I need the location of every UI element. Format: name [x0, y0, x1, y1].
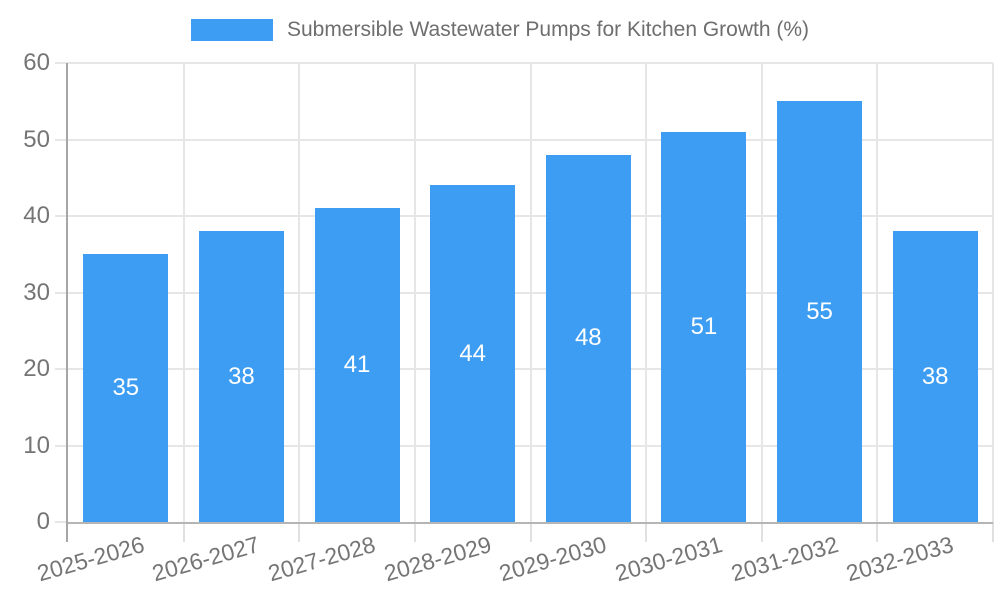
bar-value-label: 55	[806, 297, 833, 325]
v-gridline-1	[182, 63, 185, 522]
bar-value-label: 41	[343, 351, 371, 379]
y-tick-label-0: 0	[36, 508, 50, 535]
y-tick-label-60: 60	[23, 49, 50, 76]
y-tick-label-50: 50	[23, 125, 50, 153]
v-gridline-7	[876, 63, 879, 522]
bar-2025-2026[interactable]: 35	[83, 254, 169, 522]
x-tick-label-2030-2031: 2030-2031	[612, 531, 726, 587]
x-tick-label-2025-2026: 2025-2026	[34, 531, 147, 587]
y-axis-line	[66, 63, 68, 542]
y-tick-mark-10	[55, 444, 68, 447]
x-tick-mark-7	[876, 522, 879, 542]
v-gridline-8	[992, 63, 994, 522]
x-tick-mark-5	[645, 522, 648, 542]
bar-value-label: 38	[228, 362, 255, 390]
plot-area: 35 38 41 44 48 51 55 38	[55, 62, 994, 542]
bar-value-label: 51	[690, 312, 718, 340]
x-tick-label-2031-2032: 2031-2032	[727, 531, 841, 587]
x-tick-mark-1	[182, 522, 185, 542]
bar-2029-2030[interactable]: 48	[545, 154, 631, 522]
x-tick-label-2026-2027: 2026-2027	[149, 531, 263, 587]
chart-title: Submersible Wastewater Pumps for Kitchen…	[286, 18, 810, 41]
x-tick-label-2027-2028: 2027-2028	[265, 531, 379, 587]
y-tick-mark-40	[55, 215, 68, 217]
v-gridline-6	[760, 63, 763, 522]
y-tick-label-30: 30	[23, 278, 50, 306]
y-tick-label-40: 40	[23, 202, 50, 229]
bar-value-label: 48	[574, 324, 602, 352]
v-gridline-4	[529, 63, 532, 522]
chart-legend: Submersible Wastewater Pumps for Kitchen…	[0, 16, 1000, 44]
v-gridline-5	[645, 63, 648, 522]
x-tick-mark-4	[529, 522, 532, 542]
x-tick-label-2029-2030: 2029-2030	[496, 531, 610, 587]
x-tick-label-2032-2033: 2032-2033	[843, 531, 957, 587]
x-axis-line	[68, 522, 993, 524]
y-tick-mark-50	[55, 138, 68, 141]
y-tick-mark-20	[55, 368, 68, 370]
bar-value-label: 35	[112, 374, 140, 402]
v-gridline-3	[413, 63, 416, 522]
x-tick-label-2028-2029: 2028-2029	[380, 531, 494, 587]
bar-value-label: 44	[459, 339, 487, 367]
bar-2028-2029[interactable]: 44	[430, 185, 516, 522]
bar-2030-2031[interactable]: 51	[661, 131, 747, 522]
v-gridline-2	[298, 63, 301, 522]
y-tick-label-20: 20	[23, 355, 50, 382]
x-tick-mark-6	[760, 522, 763, 542]
y-tick-mark-60	[55, 62, 68, 64]
x-tick-mark-2	[298, 522, 301, 542]
h-gridline-60	[68, 62, 993, 64]
bar-2027-2028[interactable]: 41	[314, 208, 400, 522]
y-tick-mark-0	[55, 521, 68, 523]
x-tick-mark-8	[992, 522, 994, 542]
bar-2031-2032[interactable]: 55	[777, 101, 863, 522]
bar-value-label: 38	[921, 362, 949, 390]
y-tick-mark-30	[55, 291, 68, 294]
y-tick-label-10: 10	[23, 431, 50, 459]
bar-2026-2027[interactable]: 38	[198, 231, 284, 522]
legend-swatch[interactable]	[190, 19, 273, 41]
x-tick-mark-3	[413, 522, 416, 542]
bar-2032-2033[interactable]: 38	[892, 231, 978, 522]
